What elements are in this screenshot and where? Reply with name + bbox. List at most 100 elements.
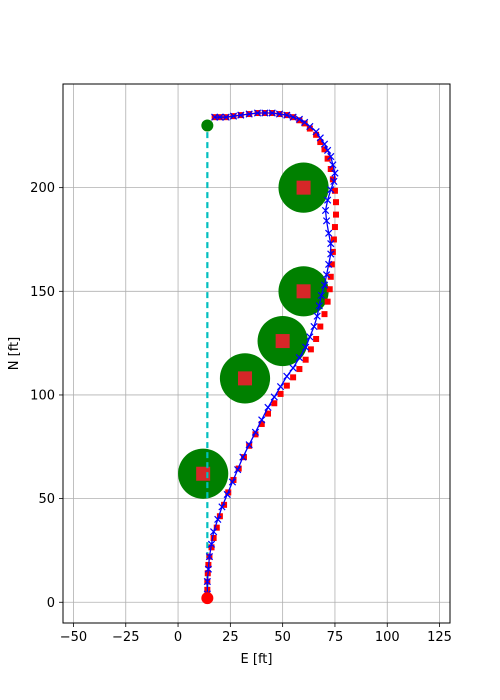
y-tick-label: 200 (30, 181, 55, 196)
waypoint-marker (321, 311, 328, 318)
tick-layer (59, 187, 440, 627)
waypoint-marker (301, 120, 308, 127)
waypoint-marker (302, 356, 309, 363)
x-axis-title: E [ft] (241, 652, 273, 667)
trajectory-point-marker (323, 146, 332, 154)
waypoint-marker (324, 155, 331, 162)
obstacle-center-marker (275, 334, 290, 349)
waypoint-marker (271, 400, 278, 407)
waypoint-marker (307, 346, 314, 353)
waypoint-marker (321, 146, 328, 153)
trajectory-point-marker (234, 465, 242, 474)
y-tick-label: 0 (47, 596, 55, 611)
waypoint-marker (313, 335, 320, 342)
waypoint-marker (326, 286, 333, 293)
obstacle-center-marker (237, 371, 252, 386)
obstacle-center-marker (296, 284, 311, 299)
trajectory-point-marker (209, 528, 218, 536)
waypoint-marker (277, 390, 284, 397)
trajectory-point-marker (264, 403, 272, 412)
trajectory-point-marker (306, 333, 314, 341)
trajectory-point-marker (327, 250, 335, 258)
trajectory-point-marker (228, 478, 237, 486)
trajectory-line (206, 112, 336, 594)
x-tick-label: −50 (60, 630, 87, 645)
trajectory-point-marker (306, 122, 314, 131)
trajectory-point-marker (322, 271, 331, 279)
x-tick-label: 125 (427, 630, 452, 645)
start-point-marker (201, 592, 214, 605)
trajectory-point-marker (276, 383, 285, 391)
trajectory-point-marker (270, 393, 278, 401)
waypoint-marker (332, 199, 339, 206)
trajectory-point-marker (330, 177, 338, 186)
waypoint-marker (327, 165, 334, 172)
waypoint-marker (329, 176, 336, 183)
trajectory-point-marker (295, 354, 304, 362)
x-tick-label: 25 (222, 630, 239, 645)
trajectory-point-marker (317, 291, 325, 300)
trajectory-point-marker (211, 113, 219, 121)
trajectory-point-marker (275, 110, 284, 118)
waypoint-marker (331, 224, 338, 231)
trajectory-point-marker (261, 109, 269, 117)
trajectory-point-marker (204, 565, 213, 573)
trajectory-point-marker (205, 553, 214, 561)
x-tick-label: 50 (274, 630, 291, 645)
trajectory-point-marker (322, 217, 331, 225)
tick-label-layer: −50 −25 0 25 50 75 100 125 0 50 100 150 200 (30, 181, 452, 645)
x-tick-label: 100 (375, 630, 400, 645)
trajectory-point-marker (283, 372, 291, 380)
trajectory-point-marker (207, 540, 216, 548)
trajectory-point-marker (320, 281, 329, 289)
waypoint-marker (330, 236, 337, 243)
trajectory-point-marker (222, 113, 230, 121)
y-tick-label: 50 (38, 492, 55, 507)
trajectory-point-marker (203, 577, 211, 586)
trajectory-point-marker (331, 169, 339, 177)
y-tick-label: 100 (30, 388, 55, 403)
waypoint-marker (306, 125, 313, 132)
trajectory-point-marker (325, 260, 333, 268)
trajectory-point-marker (251, 428, 260, 436)
waypoint-marker (296, 366, 303, 373)
trajectory-point-marker (323, 196, 332, 204)
waypoint-marker (290, 374, 297, 381)
data-layer (178, 109, 339, 605)
x-tick-label: 0 (174, 630, 182, 645)
waypoint-marker (317, 323, 324, 330)
trajectory-point-marker (320, 140, 329, 148)
trajectory-point-marker (325, 229, 333, 237)
trajectory-point-marker (315, 302, 323, 310)
trajectory-point-marker (245, 110, 253, 118)
waypoint-marker (313, 131, 320, 138)
waypoint-marker (213, 524, 220, 531)
trajectory-point-marker (302, 343, 310, 351)
trajectory-point-marker (327, 186, 335, 194)
obstacle-center-marker (296, 180, 311, 195)
waypoint-marker (317, 139, 324, 146)
waypoint-marker (210, 535, 217, 542)
trajectory-point-marker (295, 115, 304, 123)
trajectory-point-marker (289, 113, 297, 121)
trajectory-point-marker (310, 322, 318, 331)
trajectory-point-marker (300, 118, 309, 126)
trajectory-point-marker (258, 416, 266, 424)
waypoint-marker (296, 117, 303, 124)
waypoint-marker (327, 273, 334, 280)
x-tick-label: −25 (112, 630, 139, 645)
waypoint-marker (265, 410, 272, 417)
trajectory-point-marker (329, 161, 337, 169)
trajectory-point-marker (327, 240, 335, 248)
trajectory-point-marker (216, 113, 224, 121)
trajectory-point-marker (218, 503, 226, 511)
trajectory-point-marker (316, 134, 324, 142)
waypoint-marker (328, 261, 335, 268)
waypoint-marker (331, 187, 338, 194)
trajectory-point-marker (239, 453, 247, 461)
waypoint-marker (216, 513, 223, 520)
trajectory-point-marker (268, 109, 276, 117)
waypoint-marker (258, 420, 265, 427)
trajectory-point-marker (229, 112, 238, 120)
y-axis-title: N [ft] (7, 337, 22, 370)
